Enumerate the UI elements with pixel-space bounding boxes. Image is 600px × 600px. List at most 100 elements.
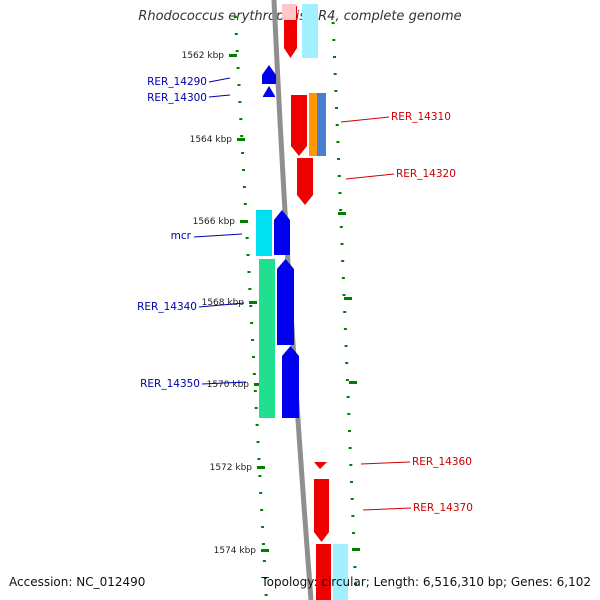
scale-dot-left [242, 169, 246, 171]
scale-tick-right [349, 381, 357, 384]
scale-tick [254, 383, 262, 386]
scale-dot-left [259, 492, 263, 494]
scale-dot-left [264, 594, 268, 596]
scale-dot-right [339, 226, 343, 228]
scale-dot-left [234, 33, 238, 35]
scale-dot-left [260, 509, 264, 511]
gene-feature-forward [302, 4, 318, 58]
scale-dot-left [246, 254, 250, 256]
scale-dot-left [236, 67, 240, 69]
scale-dot-left [249, 305, 253, 307]
scale-dot-right [338, 192, 342, 194]
scale-label: 1564 kbp [190, 135, 233, 145]
scale-dot-left [261, 526, 265, 528]
scale-label: 1568 kbp [202, 298, 245, 308]
scale-dot-left [254, 407, 258, 409]
scale-dot-right [344, 345, 348, 347]
genome-summary-text: Topology: circular; Length: 6,516,310 bp… [261, 575, 591, 589]
gene-feature-reverse [263, 86, 275, 97]
scale-dot-right [345, 379, 349, 381]
scale-dot-left [251, 339, 255, 341]
gene-label-leader [340, 116, 390, 123]
scale-tick [237, 138, 245, 141]
scale-dot-left [258, 475, 262, 477]
scale-dot-left [233, 16, 237, 18]
scale-label: 1572 kbp [210, 463, 253, 473]
scale-label: 1574 kbp [214, 546, 257, 556]
scale-dot-left [253, 390, 257, 392]
gene-label-leader [208, 77, 231, 83]
gene-feature-forward [314, 479, 329, 542]
scale-dot-left [248, 288, 252, 290]
scale-dot-left [263, 577, 267, 579]
gene-label-leader [198, 302, 245, 308]
scale-dot-right [337, 175, 341, 177]
scale-dot-right [337, 158, 341, 160]
scale-dot-right [339, 209, 343, 211]
scale-dot-right [349, 464, 353, 466]
gene-label-leader [193, 233, 243, 238]
scale-tick-right [344, 297, 352, 300]
gene-label-forward: RER_14370 [413, 502, 473, 514]
scale-dot-left [247, 271, 251, 273]
scale-dot-right [331, 22, 335, 24]
gene-feature-forward [317, 93, 326, 156]
scale-dot-right [347, 413, 351, 415]
gene-label-reverse: RER_14290 [147, 76, 207, 88]
scale-dot-right [351, 515, 355, 517]
scale-dot-left [237, 84, 241, 86]
scale-dot-right [346, 396, 350, 398]
gene-label-forward: RER_14360 [412, 456, 472, 468]
gene-label-leader [201, 381, 247, 385]
scale-tick-right [352, 548, 360, 551]
gene-label-leader [208, 94, 231, 98]
scale-tick [257, 466, 265, 469]
gene-feature-forward [282, 4, 296, 20]
scale-dot-right [345, 362, 349, 364]
accession-text: Accession: NC_012490 [9, 575, 146, 589]
gene-feature-reverse [274, 210, 290, 255]
scale-dot-right [335, 107, 339, 109]
scale-dot-left [240, 135, 244, 137]
scale-dot-right [352, 532, 356, 534]
gene-feature-forward [309, 93, 318, 156]
scale-dot-right [333, 73, 337, 75]
scale-dot-right [333, 56, 336, 58]
scale-dot-right [341, 277, 345, 279]
scale-dot-right [334, 90, 338, 92]
scale-tick [261, 549, 269, 552]
scale-dot-left [251, 356, 255, 358]
gene-feature-reverse [277, 259, 294, 345]
gene-feature-reverse [259, 259, 275, 418]
gene-label-reverse: RER_14350 [140, 378, 200, 390]
gene-feature-reverse [256, 210, 272, 256]
gene-feature-forward [297, 158, 313, 205]
scale-label: 1570 kbp [207, 380, 250, 390]
scale-dot-right [350, 498, 354, 500]
gene-label-forward: RER_14320 [396, 168, 456, 180]
gene-label-leader [345, 173, 395, 180]
scale-dot-right [343, 328, 347, 330]
gene-label-forward: RER_14310 [391, 111, 451, 123]
gene-label-reverse: mcr [171, 230, 192, 242]
scale-dot-right [347, 430, 351, 432]
scale-dot-right [335, 124, 339, 126]
scale-dot-left [257, 458, 261, 460]
gene-feature-reverse [282, 346, 299, 418]
scale-label: 1562 kbp [182, 51, 225, 61]
scale-tick [249, 301, 257, 304]
scale-dot-left [245, 237, 249, 239]
scale-dot-right [348, 447, 352, 449]
gene-feature-forward [291, 95, 307, 156]
scale-dot-left [243, 203, 247, 205]
scale-dot-right [336, 141, 340, 143]
scale-dot-right [343, 311, 347, 313]
scale-dot-right [332, 39, 336, 41]
gene-label-leader [360, 461, 411, 465]
scale-dot-left [242, 186, 246, 188]
gene-label-reverse: RER_14300 [147, 92, 207, 104]
scale-label: 1566 kbp [193, 217, 236, 227]
gene-feature-forward [333, 544, 348, 600]
